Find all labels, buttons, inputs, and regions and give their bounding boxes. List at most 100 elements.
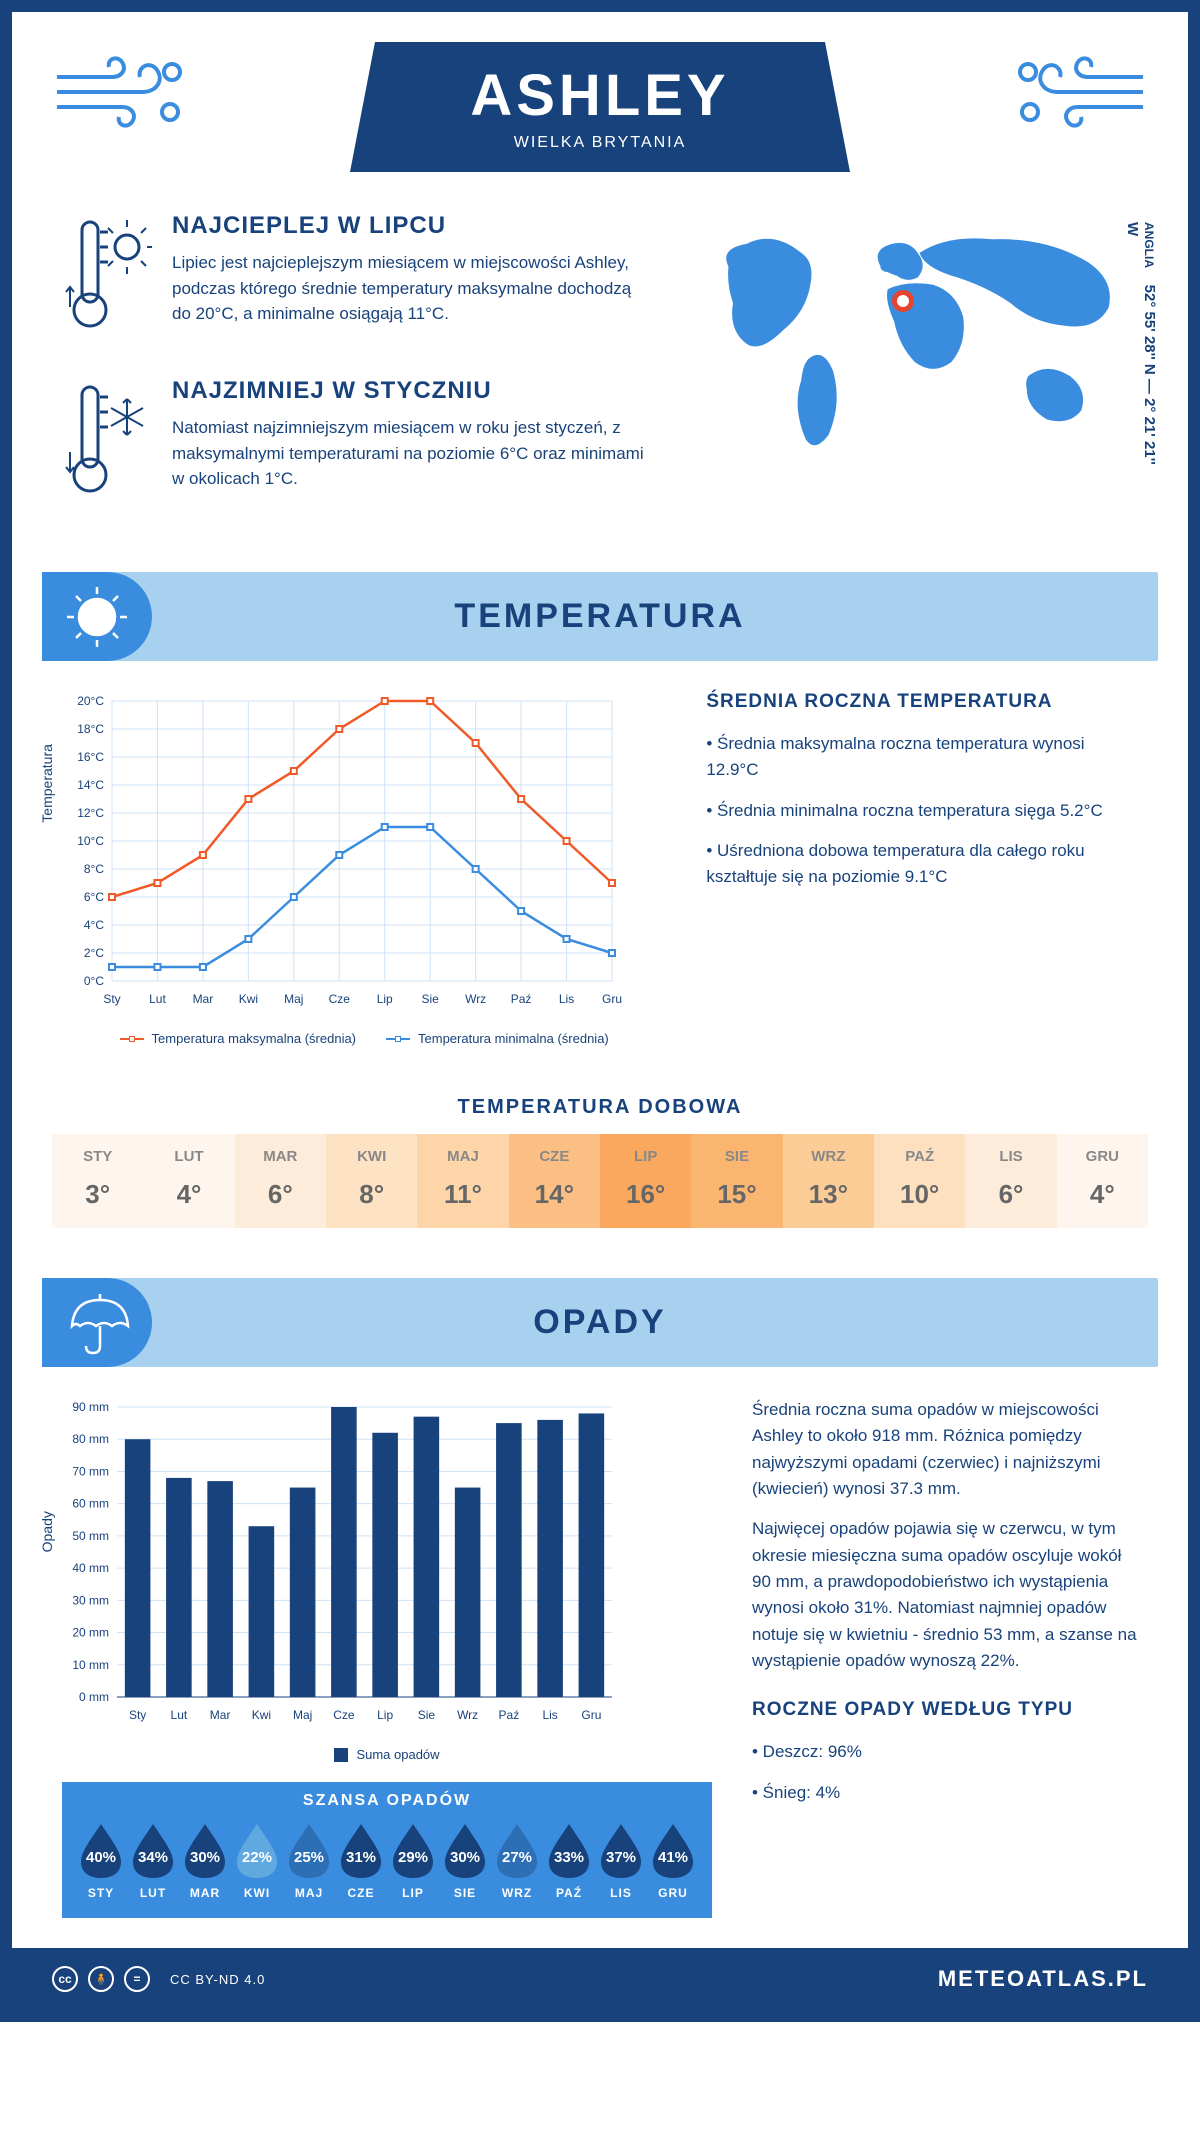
svg-text:30%: 30% <box>450 1849 480 1866</box>
precipitation-header: OPADY <box>42 1278 1158 1367</box>
svg-text:10 mm: 10 mm <box>72 1658 109 1672</box>
precip-paragraph: Najwięcej opadów pojawia się w czerwcu, … <box>752 1516 1138 1674</box>
svg-text:Sty: Sty <box>129 1708 146 1722</box>
thermometer-cold-icon <box>62 377 152 512</box>
temperature-line-chart: Temperatura 0°C2°C4°C6°C8°C10°C12°C14°C1… <box>62 691 666 1016</box>
chance-drop: 33% PAŹ <box>545 1822 593 1900</box>
daily-temp-grid: STY3°LUT4°MAR6°KWI8°MAJ11°CZE14°LIP16°SI… <box>52 1134 1148 1228</box>
temperature-content: Temperatura 0°C2°C4°C6°C8°C10°C12°C14°C1… <box>12 661 1188 1076</box>
svg-text:16°C: 16°C <box>77 750 104 764</box>
chance-drop: 41% GRU <box>649 1822 697 1900</box>
wind-icon-right <box>1008 47 1148 142</box>
daily-temp-cell: MAR6° <box>235 1134 326 1228</box>
temperature-bullet: • Uśredniona dobowa temperatura dla całe… <box>706 838 1138 891</box>
svg-text:Lut: Lut <box>149 992 166 1006</box>
precip-type-item: • Śnieg: 4% <box>752 1780 1138 1806</box>
svg-text:Paź: Paź <box>511 992 532 1006</box>
svg-text:Sty: Sty <box>103 992 120 1006</box>
svg-text:Gru: Gru <box>581 1708 601 1722</box>
infographic-frame: ASHLEY WIELKA BRYTANIA NAJCIEPLEJ W LIPC… <box>0 0 1200 2022</box>
cc-icon: cc <box>52 1966 78 1992</box>
header: ASHLEY WIELKA BRYTANIA <box>12 12 1188 192</box>
svg-text:Kwi: Kwi <box>239 992 258 1006</box>
temperature-summary: ŚREDNIA ROCZNA TEMPERATURA • Średnia mak… <box>706 691 1138 1046</box>
wind-icon-left <box>52 47 192 142</box>
svg-text:Lut: Lut <box>171 1708 188 1722</box>
svg-text:Wrz: Wrz <box>465 992 486 1006</box>
svg-text:90 mm: 90 mm <box>72 1400 109 1414</box>
svg-text:10°C: 10°C <box>77 834 104 848</box>
svg-text:20 mm: 20 mm <box>72 1626 109 1640</box>
daily-temp-cell: MAJ11° <box>417 1134 508 1228</box>
temperature-bullet: • Średnia maksymalna roczna temperatura … <box>706 731 1138 784</box>
svg-text:Sie: Sie <box>422 992 440 1006</box>
daily-temp-title: TEMPERATURA DOBOWA <box>12 1096 1188 1119</box>
warmest-text: Lipiec jest najcieplejszym miesiącem w m… <box>172 250 653 327</box>
precipitation-content: Opady 0 mm10 mm20 mm30 mm40 mm50 mm60 mm… <box>12 1367 1188 1948</box>
license-block: cc 🧍 = CC BY-ND 4.0 <box>52 1966 265 1992</box>
daily-temp-cell: LUT4° <box>143 1134 234 1228</box>
svg-text:Maj: Maj <box>293 1708 312 1722</box>
svg-text:14°C: 14°C <box>77 778 104 792</box>
svg-text:Paź: Paź <box>499 1708 520 1722</box>
sun-icon <box>42 572 152 661</box>
precip-type-item: • Deszcz: 96% <box>752 1739 1138 1765</box>
svg-text:Mar: Mar <box>210 1708 231 1722</box>
world-map-icon <box>683 212 1138 467</box>
coldest-block: NAJZIMNIEJ W STYCZNIU Natomiast najzimni… <box>62 377 653 512</box>
svg-text:27%: 27% <box>502 1849 532 1866</box>
svg-text:Sie: Sie <box>418 1708 436 1722</box>
svg-text:37%: 37% <box>606 1849 636 1866</box>
svg-text:0 mm: 0 mm <box>79 1690 109 1704</box>
coordinates: ANGLIA 52° 55' 28'' N — 2° 21' 21'' W <box>1124 222 1158 472</box>
chance-drop: 29% LIP <box>389 1822 437 1900</box>
daily-temp-cell: LIS6° <box>965 1134 1056 1228</box>
svg-text:30%: 30% <box>190 1849 220 1866</box>
svg-text:8°C: 8°C <box>84 862 104 876</box>
city-name: ASHLEY <box>470 62 730 129</box>
svg-text:Wrz: Wrz <box>457 1708 478 1722</box>
umbrella-icon <box>42 1278 152 1367</box>
chance-drop: 40% STY <box>77 1822 125 1900</box>
map-panel: ANGLIA 52° 55' 28'' N — 2° 21' 21'' W <box>683 212 1138 542</box>
chance-drop: 27% WRZ <box>493 1822 541 1900</box>
daily-temp-cell: GRU4° <box>1057 1134 1148 1228</box>
svg-text:33%: 33% <box>554 1849 584 1866</box>
svg-text:Lis: Lis <box>559 992 574 1006</box>
thermometer-hot-icon <box>62 212 152 347</box>
svg-text:12°C: 12°C <box>77 806 104 820</box>
footer: cc 🧍 = CC BY-ND 4.0 METEOATLAS.PL <box>12 1948 1188 2010</box>
svg-text:Lip: Lip <box>377 1708 393 1722</box>
chance-drop: 25% MAJ <box>285 1822 333 1900</box>
svg-text:18°C: 18°C <box>77 722 104 736</box>
svg-text:29%: 29% <box>398 1849 428 1866</box>
daily-temp-cell: LIP16° <box>600 1134 691 1228</box>
chance-drop: 22% KWI <box>233 1822 281 1900</box>
temperature-header: TEMPERATURA <box>42 572 1158 661</box>
daily-temp-cell: PAŹ10° <box>874 1134 965 1228</box>
svg-text:Maj: Maj <box>284 992 303 1006</box>
chance-drop: 34% LUT <box>129 1822 177 1900</box>
temperature-bullet: • Średnia minimalna roczna temperatura s… <box>706 798 1138 824</box>
svg-text:50 mm: 50 mm <box>72 1529 109 1543</box>
svg-text:Gru: Gru <box>602 992 622 1006</box>
svg-text:31%: 31% <box>346 1849 376 1866</box>
coldest-title: NAJZIMNIEJ W STYCZNIU <box>172 377 653 405</box>
chance-drop: 31% CZE <box>337 1822 385 1900</box>
svg-text:4°C: 4°C <box>84 918 104 932</box>
svg-text:6°C: 6°C <box>84 890 104 904</box>
chance-drop: 30% SIE <box>441 1822 489 1900</box>
svg-text:Cze: Cze <box>329 992 351 1006</box>
svg-text:Kwi: Kwi <box>252 1708 271 1722</box>
warmest-title: NAJCIEPLEJ W LIPCU <box>172 212 653 240</box>
daily-temp-cell: CZE14° <box>509 1134 600 1228</box>
svg-text:20°C: 20°C <box>77 694 104 708</box>
daily-temp-cell: STY3° <box>52 1134 143 1228</box>
svg-text:30 mm: 30 mm <box>72 1593 109 1607</box>
daily-temp-cell: KWI8° <box>326 1134 417 1228</box>
svg-text:70 mm: 70 mm <box>72 1464 109 1478</box>
intro-section: NAJCIEPLEJ W LIPCU Lipiec jest najcieple… <box>12 192 1188 572</box>
svg-text:25%: 25% <box>294 1849 324 1866</box>
svg-text:Cze: Cze <box>333 1708 355 1722</box>
precip-paragraph: Średnia roczna suma opadów w miejscowośc… <box>752 1397 1138 1502</box>
